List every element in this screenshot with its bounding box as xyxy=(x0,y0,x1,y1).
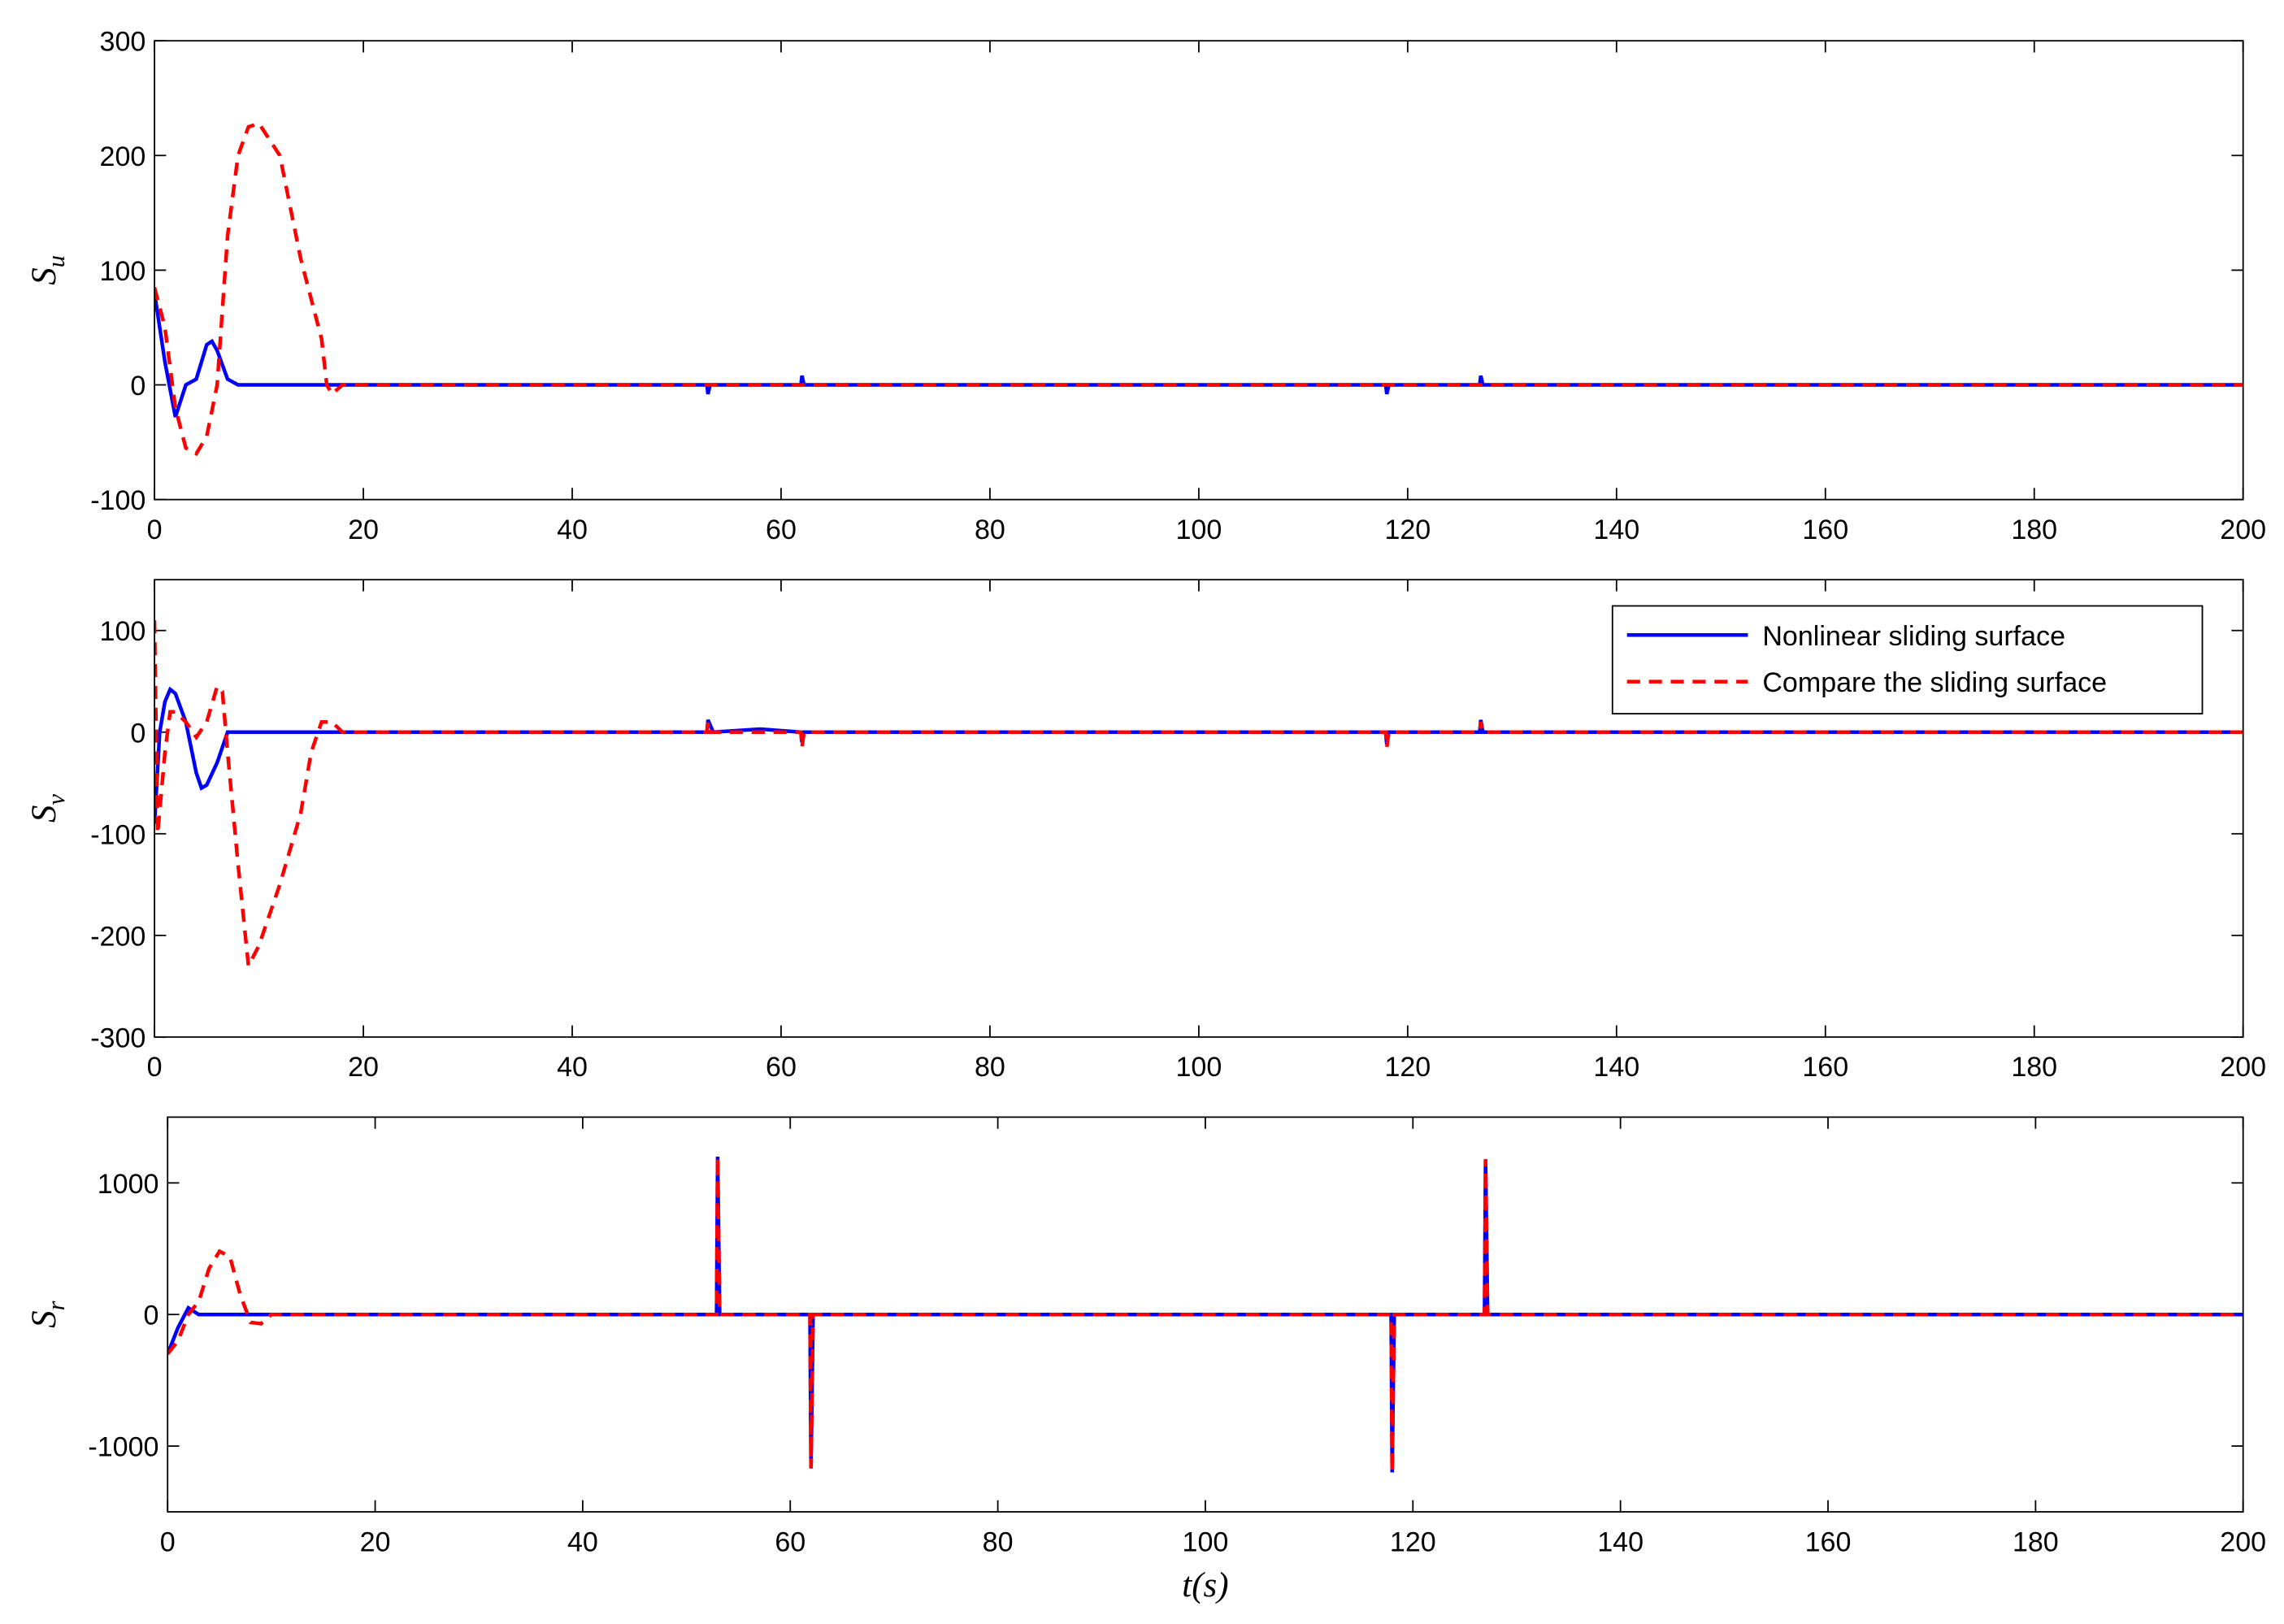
x-tick-label: 120 xyxy=(1384,1052,1431,1083)
axes-box xyxy=(154,40,2244,501)
y-tick-label: 100 xyxy=(100,256,146,287)
x-tick-label: 140 xyxy=(1597,1526,1644,1557)
x-tick-label: 100 xyxy=(1175,515,1222,545)
x-tick-label: 140 xyxy=(1593,515,1639,545)
data-line xyxy=(167,1156,2243,1473)
y-label-subscript: v xyxy=(42,794,70,805)
x-tick-label: 60 xyxy=(766,515,797,545)
y-label-main: S xyxy=(25,1310,63,1328)
y-tick-label: 300 xyxy=(100,27,146,58)
y-tick-label: 0 xyxy=(130,371,145,402)
x-tick-label: 20 xyxy=(348,1052,379,1083)
x-tick-label: 80 xyxy=(975,1052,1005,1083)
y-tick-label: 200 xyxy=(100,141,146,172)
subplot: 0 20 40 60 80 100 120 140 160 180 200-100010020030… xyxy=(25,27,2266,545)
x-tick-label: 20 xyxy=(360,1526,391,1557)
x-tick-label: 80 xyxy=(975,515,1005,545)
x-tick-label: 120 xyxy=(1384,515,1431,545)
data-line xyxy=(154,121,2243,457)
x-tick-label: 100 xyxy=(1175,1052,1222,1083)
y-tick-label: 0 xyxy=(144,1301,159,1331)
axes-box xyxy=(167,1116,2244,1513)
x-tick-label: 20 xyxy=(348,515,379,545)
y-axis-label: Sr xyxy=(25,1301,70,1328)
y-axis-label: Sv xyxy=(25,794,70,823)
axes-box xyxy=(154,579,2244,1038)
x-tick-label: 0 xyxy=(160,1526,176,1557)
x-tick-label: 100 xyxy=(1183,1526,1229,1557)
x-tick-label: 180 xyxy=(2013,1526,2059,1557)
subplot: 0 20 40 60 80 100 120 140 160 180 200 -1000 0 1000 Sr t… xyxy=(25,1116,2266,1604)
x-tick-label: 60 xyxy=(766,1052,797,1083)
x-tick-label: 160 xyxy=(1802,515,1848,545)
x-tick-label: 120 xyxy=(1390,1526,1436,1557)
legend-label: Nonlinear sliding surface xyxy=(1762,621,2065,652)
y-tick-label: -100 xyxy=(90,819,145,850)
subplot: 0 20 40 60 80 100 120 140 160 180 200 -300 -200 -100 0… xyxy=(25,579,2266,1083)
x-tick-label: 200 xyxy=(2220,1052,2266,1083)
x-tick-label: 180 xyxy=(2011,1052,2057,1083)
plot-lines xyxy=(167,1156,2243,1473)
y-label-subscript: r xyxy=(42,1301,70,1310)
x-tick-label: 40 xyxy=(567,1526,598,1557)
y-tick-label: 0 xyxy=(130,718,145,749)
plot-lines xyxy=(154,121,2243,457)
x-tick-label: 0 xyxy=(147,515,163,545)
x-tick-label: 60 xyxy=(775,1526,805,1557)
y-tick-label: 1000 xyxy=(98,1169,159,1200)
x-tick-label: 200 xyxy=(2220,1526,2266,1557)
x-tick-label: 40 xyxy=(557,515,588,545)
plot-lines xyxy=(154,620,2243,973)
y-tick-label: -300 xyxy=(90,1023,145,1053)
x-axis-label: t(s) xyxy=(1182,1566,1228,1604)
x-tick-label: 160 xyxy=(1805,1526,1852,1557)
x-tick-label: 160 xyxy=(1802,1052,1848,1083)
x-tick-label: 0 xyxy=(147,1052,163,1083)
x-tick-label: 80 xyxy=(983,1526,1014,1557)
y-label-main: S xyxy=(25,805,63,823)
y-tick-label: -200 xyxy=(90,921,145,952)
legend-box xyxy=(1611,605,2204,714)
data-line xyxy=(154,620,2243,973)
x-tick-label: 140 xyxy=(1593,1052,1639,1083)
y-tick-label: 100 xyxy=(100,616,146,647)
x-tick-label: 200 xyxy=(2220,515,2266,545)
y-label-main: S xyxy=(25,267,63,285)
x-tick-label: 40 xyxy=(557,1052,588,1083)
x-tick-label: 180 xyxy=(2011,515,2057,545)
y-label-subscript: u xyxy=(42,255,70,267)
y-axis-label: Su xyxy=(25,255,70,285)
y-tick-label: -1000 xyxy=(88,1432,158,1463)
legend-label: Compare the sliding surface xyxy=(1762,667,2107,698)
y-tick-label: -100 xyxy=(90,485,145,516)
